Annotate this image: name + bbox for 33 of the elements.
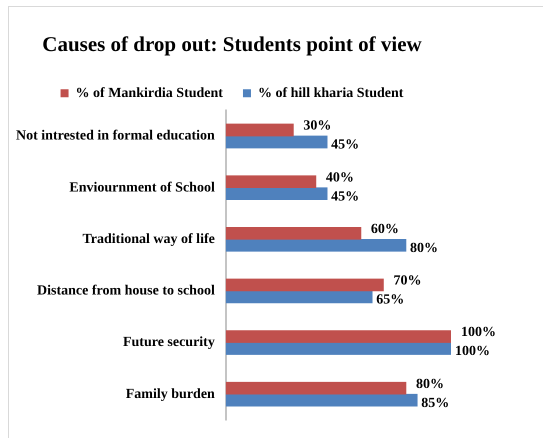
y-tick-label: Traditional way of life [82, 232, 215, 247]
data-label: 100% [455, 344, 490, 360]
data-label: 85% [421, 396, 450, 411]
bar [226, 175, 316, 188]
y-tick-label: Future security [122, 335, 215, 350]
bar [226, 394, 418, 407]
data-label: 65% [376, 292, 404, 308]
legend-label: % of Mankirdia Student [76, 86, 224, 101]
bar [226, 330, 451, 343]
data-label: 70% [393, 274, 422, 289]
bar [226, 187, 328, 200]
bar [226, 382, 406, 395]
bar [226, 124, 294, 136]
y-tick-label: Family burden [126, 386, 216, 402]
bar [226, 136, 328, 148]
data-label: 45% [331, 189, 360, 204]
legend-label: % of hill kharia Student [258, 86, 404, 101]
y-tick-label: Enviournment of School [69, 180, 215, 196]
bar [226, 342, 451, 355]
y-tick-label: Distance from house to school [36, 284, 215, 299]
data-label: 40% [326, 170, 354, 186]
data-label: 45% [331, 138, 360, 153]
data-label: 30% [303, 118, 332, 134]
bar [226, 226, 362, 240]
data-label: 60% [370, 222, 399, 237]
chart-title: Causes of drop out: Students point of view [42, 32, 423, 56]
data-label: 80% [410, 240, 438, 256]
bar [226, 238, 406, 252]
data-label: 80% [416, 376, 444, 392]
data-label: 100% [461, 325, 496, 340]
bar [226, 278, 384, 292]
y-tick-label: Not intrested in formal education [16, 128, 216, 144]
bar [226, 290, 373, 304]
